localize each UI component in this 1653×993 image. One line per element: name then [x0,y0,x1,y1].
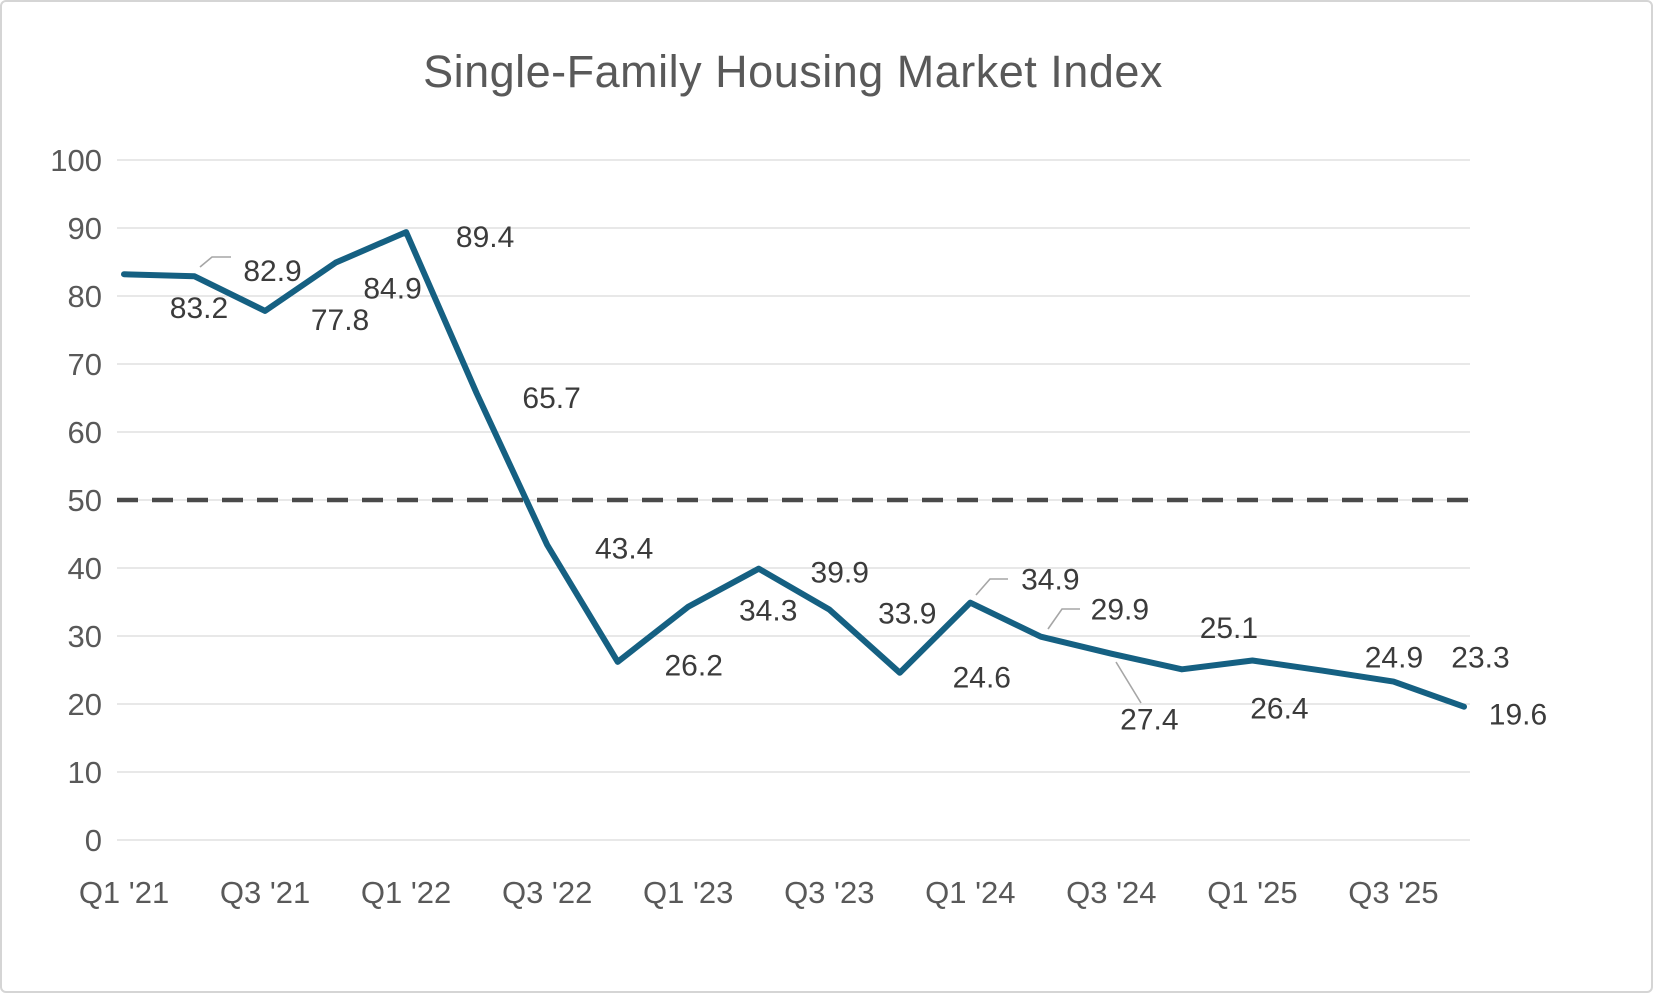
y-axis-tick-label: 100 [50,143,102,178]
y-axis-tick-label: 20 [68,687,102,722]
data-label-leader-line [975,578,1008,596]
y-axis-tick-label: 50 [68,483,102,518]
y-axis-tick-label: 40 [68,551,102,586]
y-axis-tick-label: 90 [68,211,102,246]
x-axis-tick-label: Q3 '25 [1348,875,1438,910]
data-label: 65.7 [522,382,580,415]
data-label: 84.9 [363,272,421,305]
data-label: 83.2 [170,292,228,325]
data-label: 26.4 [1250,692,1308,725]
y-axis-tick-label: 30 [68,619,102,654]
chart-title: Single-Family Housing Market Index [423,46,1163,97]
data-label: 33.9 [878,597,936,630]
data-label-leader-line [1115,661,1142,704]
x-axis-tick-label: Q1 '21 [79,875,169,910]
y-axis-tick-label: 60 [68,415,102,450]
data-label: 24.6 [953,662,1011,695]
data-label: 89.4 [456,221,514,254]
data-label: 82.9 [243,255,301,288]
x-axis-tick-label: Q1 '24 [925,875,1015,910]
y-axis-tick-label: 0 [85,823,102,858]
series-line [121,229,1467,710]
data-label: 27.4 [1120,703,1178,736]
data-label: 29.9 [1091,593,1149,626]
y-axis-tick-label: 80 [68,279,102,314]
data-label: 23.3 [1451,641,1509,674]
y-axis-tick-label: 70 [68,347,102,382]
data-label: 19.6 [1489,699,1547,732]
data-label: 25.1 [1200,612,1258,645]
data-label: 34.9 [1021,563,1079,596]
x-axis-tick-label: Q3 '24 [1066,875,1156,910]
data-label: 77.8 [311,304,369,337]
data-label: 24.9 [1365,641,1423,674]
data-label-leader-line [1047,608,1080,630]
data-label: 26.2 [664,650,722,683]
x-axis-tick-label: Q3 '22 [502,875,592,910]
data-label: 39.9 [811,556,869,589]
x-axis-tick-label: Q3 '23 [784,875,874,910]
data-label-leader-line [199,256,231,268]
x-axis-tick-label: Q1 '22 [361,875,451,910]
x-axis-tick-label: Q1 '25 [1207,875,1297,910]
data-label: 34.3 [739,595,797,628]
y-axis-tick-label: 10 [68,755,102,790]
x-axis-tick-label: Q1 '23 [643,875,733,910]
x-axis-tick-label: Q3 '21 [220,875,310,910]
data-label: 43.4 [595,533,653,566]
